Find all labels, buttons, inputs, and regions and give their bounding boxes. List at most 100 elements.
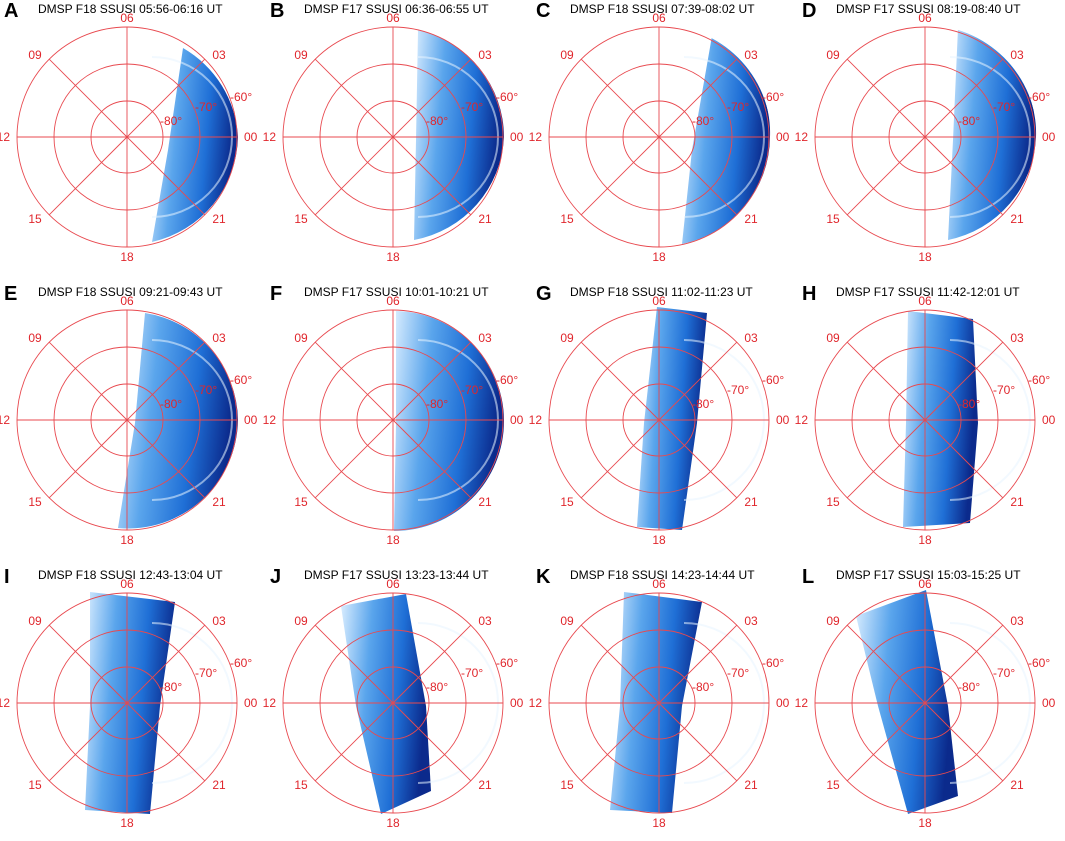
mlt-label: 00 [776,413,790,427]
mlt-label: 00 [510,696,524,710]
panel-title: DMSP F18 SSUSI 12:43-13:04 UT [38,568,223,582]
mlt-meridian [658,702,738,782]
latitude-label: -80° [160,114,182,128]
mlt-label: 18 [386,250,400,264]
latitude-label: -70° [461,383,483,397]
mlt-label: 09 [28,48,42,62]
mlt-label: 21 [478,778,492,792]
mlt-meridian [392,702,472,782]
latitude-label: -60° [230,656,252,670]
latitude-label: -60° [762,373,784,387]
mlt-label: 15 [560,212,574,226]
mlt-label: 09 [28,614,42,628]
mlt-label: 12 [0,696,10,710]
mlt-label: 18 [386,816,400,830]
latitude-label: -60° [1028,656,1050,670]
panel-letter: E [4,283,18,305]
mlt-label: 09 [294,614,308,628]
mlt-meridian [658,136,738,216]
mlt-label: 03 [1010,331,1024,345]
mlt-label: 12 [263,130,277,144]
mlt-label: 00 [244,413,258,427]
latitude-label: -80° [426,680,448,694]
polar-plot: 06 03 00 21 18 15 12 09 -60° -70° -80° [795,577,1056,830]
mlt-meridian [126,419,206,499]
mlt-label: 09 [294,331,308,345]
mlt-label: 15 [560,495,574,509]
mlt-label: 09 [294,48,308,62]
mlt-meridian [126,341,206,421]
mlt-label: 03 [478,48,492,62]
mlt-label: 18 [120,816,134,830]
panel-title: DMSP F18 SSUSI 11:02-11:23 UT [570,285,753,299]
mlt-label: 00 [1042,696,1056,710]
mlt-label: 12 [0,130,10,144]
mlt-label: 09 [560,48,574,62]
latitude-label: -70° [727,666,749,680]
panel-title: DMSP F18 SSUSI 07:39-08:02 UT [570,2,755,16]
mlt-label: 21 [744,495,758,509]
mlt-label: 09 [560,331,574,345]
mlt-meridian [392,419,472,499]
mlt-meridian [314,624,394,704]
mlt-label: 03 [744,331,758,345]
panel-letter: D [802,0,817,22]
mlt-label: 09 [826,331,840,345]
mlt-label: 03 [212,48,226,62]
ssusi-swath-image [856,590,958,814]
panel-letter: B [270,0,285,22]
mlt-label: 09 [826,48,840,62]
mlt-label: 06 [652,294,666,308]
mlt-label: 03 [744,48,758,62]
mlt-meridian [580,702,660,782]
ssusi-swath-image [610,592,702,813]
mlt-meridian [48,419,128,499]
mlt-label: 18 [386,533,400,547]
polar-plot: 06 03 00 21 18 15 12 09 -60° -70° -80° [263,11,524,264]
mlt-meridian [392,136,472,216]
mlt-label: 15 [294,212,308,226]
mlt-meridian [580,341,660,421]
mlt-meridian [924,341,1004,421]
latitude-label: -70° [993,383,1015,397]
polar-panel-k: 06 03 00 21 18 15 12 09 -60° -70° -80° K DMSP F18 SS… [529,566,798,841]
mlt-label: 00 [244,130,258,144]
polar-panel-i: 06 03 00 21 18 15 12 09 -60° -70° -80° I DMSP F18 SS… [0,566,266,841]
latitude-label: -80° [160,397,182,411]
panel-letter: J [270,566,282,588]
polar-plot: 06 03 00 21 18 15 12 09 -60° -70° -80° [529,11,790,264]
polar-panel-a: 06 03 00 21 18 15 12 09 -60° -70° -80° A DMSP F18 SS… [0,0,266,275]
mlt-label: 03 [1010,48,1024,62]
mlt-label: 15 [826,495,840,509]
mlt-label: 15 [294,495,308,509]
latitude-label: -80° [958,114,980,128]
mlt-label: 21 [212,495,226,509]
mlt-label: 18 [120,533,134,547]
mlt-meridian [658,341,738,421]
polar-plot: 06 03 00 21 18 15 12 09 -60° -70° -80° [263,294,524,547]
mlt-label: 06 [652,11,666,25]
panel-title: DMSP F17 SSUSI 11:42-12:01 UT [836,285,1020,299]
mlt-meridian [580,419,660,499]
mlt-label: 03 [1010,614,1024,628]
mlt-label: 18 [918,250,932,264]
mlt-label: 06 [120,11,134,25]
mlt-meridian [48,58,128,138]
panel-title: DMSP F18 SSUSI 05:56-06:16 UT [38,2,223,16]
mlt-label: 03 [478,331,492,345]
panel-letter: G [536,283,552,305]
mlt-label: 12 [795,130,809,144]
mlt-meridian [314,419,394,499]
mlt-label: 03 [744,614,758,628]
mlt-meridian [392,58,472,138]
mlt-label: 21 [478,495,492,509]
mlt-label: 09 [560,614,574,628]
panel-title: DMSP F18 SSUSI 14:23-14:44 UT [570,568,755,582]
mlt-label: 12 [263,696,277,710]
polar-panel-g: 06 03 00 21 18 15 12 09 -60° -70° -80° G DMSP F18 SS… [529,283,798,558]
ssusi-swath-image [948,28,1037,240]
mlt-label: 00 [510,413,524,427]
latitude-label: -80° [692,397,714,411]
panel-letter: L [802,566,815,588]
